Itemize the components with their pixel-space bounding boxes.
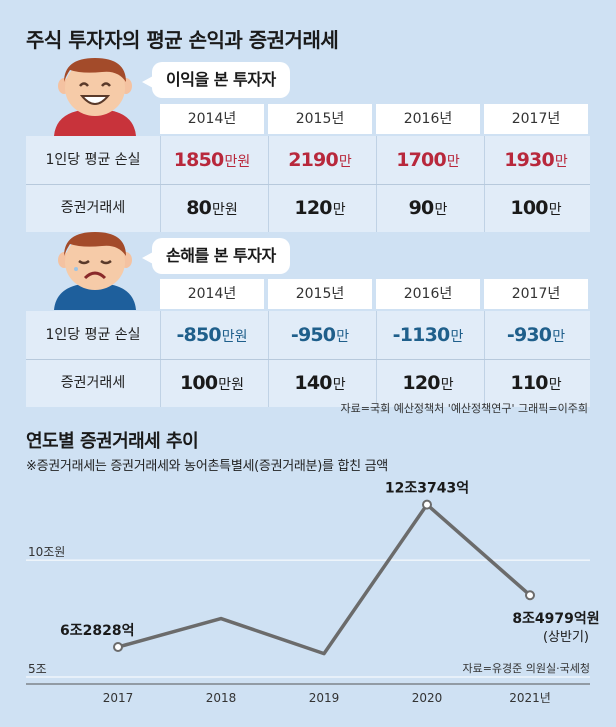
profit-tax-2017: 100만 xyxy=(510,197,562,219)
x-tick-label: 2018 xyxy=(206,691,237,705)
loss-loss-2016: -1130만 xyxy=(392,324,464,346)
loss-table: 2014년 2015년 2016년 2017년 1인당 평균 손실 -850만원… xyxy=(26,279,590,407)
profit-investor-bubble: 이익을 본 투자자 xyxy=(142,62,290,98)
loss-loss-2017: -930만 xyxy=(506,324,566,346)
year-header: 2014년 xyxy=(160,104,264,134)
loss-tax-2016: 120만 xyxy=(402,372,454,394)
profit-loss-2017: 1930만 xyxy=(504,149,568,171)
data-label: 8조4979억원 xyxy=(512,611,599,627)
chart-subtitle: ※증권거래세는 증권거래세와 농어촌특별세(증권거래분)를 합친 금액 xyxy=(26,459,388,474)
data-point xyxy=(422,499,432,510)
x-tick-label: 2019 xyxy=(309,691,340,705)
data-point xyxy=(525,590,535,601)
data-point xyxy=(113,642,123,653)
row-label-tax: 증권거래세 xyxy=(60,375,126,391)
profit-table: 2014년 2015년 2016년 2017년 1인당 평균 손실 1850만원… xyxy=(26,104,590,232)
chart-title: 연도별 증권거래세 추이 xyxy=(26,431,199,452)
profit-tax-2016: 90만 xyxy=(408,197,448,219)
sad-investor-icon xyxy=(54,232,136,310)
loss-loss-2014: -850만원 xyxy=(176,324,248,346)
x-tick-label: 2021년 xyxy=(509,691,551,705)
data-label-sub: (상반기) xyxy=(543,630,589,645)
happy-investor-icon xyxy=(54,58,136,136)
series-line xyxy=(117,502,532,656)
profit-tax-2014: 80만원 xyxy=(186,197,238,219)
year-header: 2017년 xyxy=(484,279,588,309)
year-header: 2014년 xyxy=(160,279,264,309)
loss-loss-2015: -950만 xyxy=(290,324,350,346)
profit-loss-2014: 1850만원 xyxy=(173,149,251,171)
year-header: 2017년 xyxy=(484,104,588,134)
row-label-avg-loss: 1인당 평균 손실 xyxy=(45,327,141,343)
y-tick-label: 10조원 xyxy=(28,545,65,559)
data-label: 12조3743억 xyxy=(385,481,469,497)
y-tick-label: 5조 xyxy=(28,662,47,676)
profit-loss-2016: 1700만 xyxy=(396,149,460,171)
loss-investor-bubble: 손해를 본 투자자 xyxy=(142,238,290,274)
year-header: 2016년 xyxy=(376,279,480,309)
loss-tax-2017: 110만 xyxy=(510,372,562,394)
data-label: 6조2828억 xyxy=(60,623,134,639)
profit-loss-2015: 2190만 xyxy=(288,149,352,171)
year-header: 2015년 xyxy=(268,104,372,134)
x-tick-label: 2017 xyxy=(103,691,134,705)
loss-tax-2014: 100만원 xyxy=(179,372,245,394)
row-label-avg-loss: 1인당 평균 손실 xyxy=(45,152,141,168)
year-header: 2015년 xyxy=(268,279,372,309)
loss-tax-2015: 140만 xyxy=(294,372,346,394)
row-label-tax: 증권거래세 xyxy=(60,200,126,216)
chart-source: 자료=유경준 의원실·국세청 xyxy=(462,662,590,675)
x-tick-label: 2020 xyxy=(412,691,443,705)
profit-tax-2015: 120만 xyxy=(294,197,346,219)
page-title: 주식 투자자의 평균 손익과 증권거래세 xyxy=(26,28,339,52)
source-credit: 자료=국회 예산정책처 '예산정책연구' 그래픽=이주희 xyxy=(340,402,589,415)
year-header: 2016년 xyxy=(376,104,480,134)
